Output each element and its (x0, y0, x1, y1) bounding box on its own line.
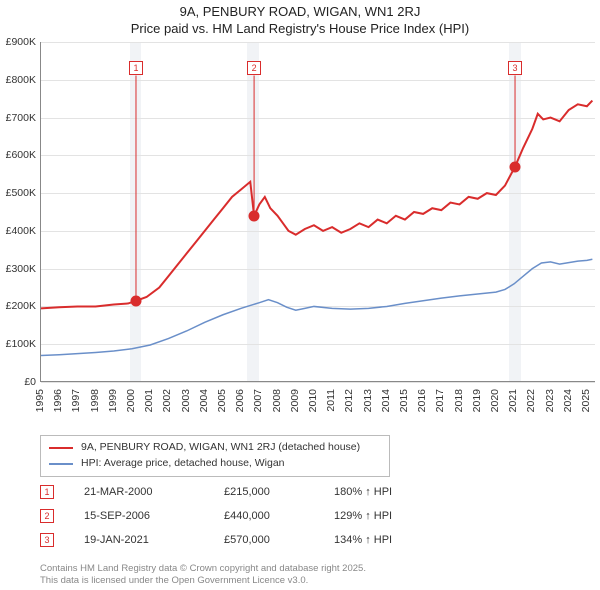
datapoint-price: £570,000 (224, 534, 304, 546)
x-tick-label: 2017 (434, 389, 446, 412)
title-line-2: Price paid vs. HM Land Registry's House … (0, 21, 600, 38)
datapoint-idx: 1 (40, 485, 54, 499)
x-tick-label: 1995 (34, 389, 46, 412)
x-tick-label: 2018 (453, 389, 465, 412)
marker-dot (510, 161, 521, 172)
x-tick-label: 2020 (489, 389, 501, 412)
x-tick-label: 2014 (380, 389, 392, 412)
x-tick-label: 2004 (198, 389, 210, 412)
x-tick-label: 2010 (307, 389, 319, 412)
y-tick-label: £500K (0, 187, 40, 199)
x-tick-label: 2007 (252, 389, 264, 412)
x-tick-label: 2019 (471, 389, 483, 412)
gridline-h (41, 382, 595, 383)
datapoint-price: £215,000 (224, 486, 304, 498)
x-tick-label: 2005 (216, 389, 228, 412)
marker-dot (249, 210, 260, 221)
x-tick-label: 2002 (161, 389, 173, 412)
y-axis-ticks: £0£100K£200K£300K£400K£500K£600K£700K£80… (0, 42, 40, 382)
x-tick-label: 2021 (507, 389, 519, 412)
datapoint-pct: 180% ↑ HPI (334, 486, 434, 498)
legend-row: HPI: Average price, detached house, Wiga… (49, 456, 381, 472)
datapoint-idx: 3 (40, 533, 54, 547)
legend-row: 9A, PENBURY ROAD, WIGAN, WN1 2RJ (detach… (49, 440, 381, 456)
legend-swatch (49, 463, 73, 465)
chart-plot-area: 1 2 3 (40, 42, 595, 382)
y-tick-label: £600K (0, 149, 40, 161)
title-block: 9A, PENBURY ROAD, WIGAN, WN1 2RJ Price p… (0, 0, 600, 40)
x-tick-label: 2001 (143, 389, 155, 412)
series-line-price_paid (41, 101, 592, 309)
x-tick-label: 1996 (52, 389, 64, 412)
y-tick-label: £900K (0, 36, 40, 48)
x-tick-label: 2011 (325, 389, 337, 412)
series-line-hpi (41, 259, 592, 355)
x-tick-label: 2024 (562, 389, 574, 412)
datapoint-date: 15-SEP-2006 (84, 510, 194, 522)
y-tick-label: £200K (0, 300, 40, 312)
datapoint-date: 21-MAR-2000 (84, 486, 194, 498)
x-tick-label: 2006 (234, 389, 246, 412)
x-axis-ticks: 1995199619971998199920002001200220032004… (40, 384, 595, 434)
y-tick-label: £800K (0, 74, 40, 86)
y-tick-label: £0 (0, 376, 40, 388)
legend-box: 9A, PENBURY ROAD, WIGAN, WN1 2RJ (detach… (40, 435, 390, 477)
datapoint-row: 3 19-JAN-2021 £570,000 134% ↑ HPI (40, 528, 580, 552)
x-tick-label: 2015 (398, 389, 410, 412)
x-tick-label: 1998 (89, 389, 101, 412)
x-tick-label: 1997 (70, 389, 82, 412)
datapoint-price: £440,000 (224, 510, 304, 522)
y-tick-label: £700K (0, 112, 40, 124)
datapoint-pct: 134% ↑ HPI (334, 534, 434, 546)
footer-line-2: This data is licensed under the Open Gov… (40, 575, 580, 586)
chart-svg (41, 42, 595, 381)
x-tick-label: 2012 (343, 389, 355, 412)
legend-swatch (49, 447, 73, 449)
datapoint-row: 1 21-MAR-2000 £215,000 180% ↑ HPI (40, 480, 580, 504)
marker-dot (130, 295, 141, 306)
y-tick-label: £100K (0, 338, 40, 350)
datapoint-table: 1 21-MAR-2000 £215,000 180% ↑ HPI 2 15-SEP-20… (40, 480, 580, 552)
datapoint-date: 19-JAN-2021 (84, 534, 194, 546)
x-tick-label: 2022 (525, 389, 537, 412)
x-tick-label: 2009 (289, 389, 301, 412)
legend-label: HPI: Average price, detached house, Wiga… (81, 456, 285, 472)
marker-box: 1 (129, 61, 143, 75)
datapoint-idx: 2 (40, 509, 54, 523)
footer-attribution: Contains HM Land Registry data © Crown c… (40, 563, 580, 586)
x-tick-label: 2023 (544, 389, 556, 412)
x-tick-label: 2016 (416, 389, 428, 412)
footer-line-1: Contains HM Land Registry data © Crown c… (40, 563, 580, 574)
x-tick-label: 2025 (580, 389, 592, 412)
y-tick-label: £400K (0, 225, 40, 237)
x-tick-label: 2013 (362, 389, 374, 412)
datapoint-row: 2 15-SEP-2006 £440,000 129% ↑ HPI (40, 504, 580, 528)
marker-box: 3 (508, 61, 522, 75)
marker-box: 2 (247, 61, 261, 75)
legend-label: 9A, PENBURY ROAD, WIGAN, WN1 2RJ (detach… (81, 440, 360, 456)
x-tick-label: 1999 (107, 389, 119, 412)
x-tick-label: 2008 (271, 389, 283, 412)
title-line-1: 9A, PENBURY ROAD, WIGAN, WN1 2RJ (0, 4, 600, 21)
x-tick-label: 2003 (180, 389, 192, 412)
chart-container: 9A, PENBURY ROAD, WIGAN, WN1 2RJ Price p… (0, 0, 600, 590)
x-tick-label: 2000 (125, 389, 137, 412)
y-tick-label: £300K (0, 263, 40, 275)
datapoint-pct: 129% ↑ HPI (334, 510, 434, 522)
